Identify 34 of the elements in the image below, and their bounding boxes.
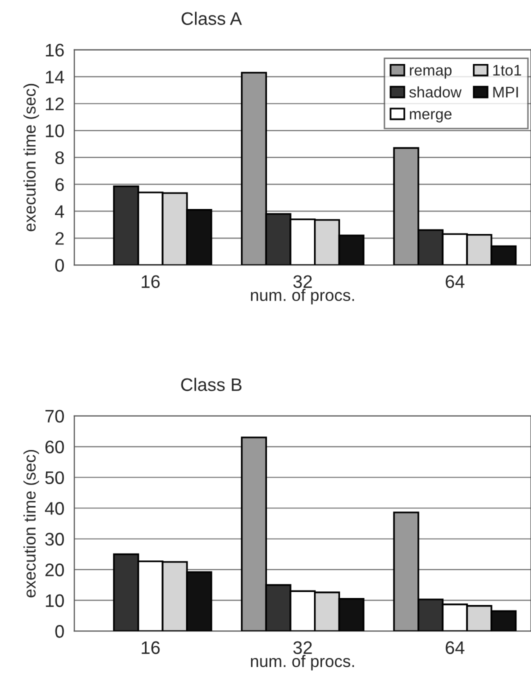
legend-label: remap	[410, 67, 452, 79]
legend-label: shadow	[409, 86, 462, 98]
y-tick-label: 50	[45, 471, 64, 484]
legend-label: MPI	[493, 86, 518, 98]
y-tick-label: 40	[44, 502, 64, 515]
legend-label: merge	[410, 111, 452, 122]
x-tick-label: 64	[446, 275, 464, 288]
y-tick-label: 8	[55, 151, 64, 164]
y-tick-label: 12	[46, 98, 64, 110]
y-tick-label: 0	[55, 258, 64, 272]
x-axis-title: num. of procs.	[250, 654, 354, 670]
y-tick-label: 60	[45, 440, 64, 454]
x-tick-label: 32	[293, 641, 312, 654]
y-tick-label: 30	[45, 532, 64, 546]
chart-title: Class B	[181, 378, 242, 392]
y-tick-label: 2	[55, 232, 64, 245]
y-tick-label: 10	[46, 124, 64, 138]
x-axis-title: num. of procs.	[250, 288, 354, 304]
x-tick-label: 16	[142, 641, 160, 654]
y-tick-label: 4	[54, 205, 64, 218]
y-tick-label: 20	[45, 564, 64, 576]
legend-label: 1to1	[493, 64, 522, 76]
y-tick-label: 14	[46, 70, 64, 84]
y-axis-title: execution time (sec)	[23, 84, 39, 232]
y-tick-label: 0	[55, 625, 64, 638]
y-tick-label: 70	[45, 410, 64, 423]
y-tick-label: 16	[46, 44, 64, 57]
x-tick-label: 64	[446, 641, 464, 654]
x-tick-label: 16	[142, 275, 160, 288]
chart-title: Class A	[182, 12, 242, 25]
y-tick-label: 6	[55, 178, 64, 192]
x-tick-label: 32	[293, 275, 312, 288]
y-axis-title: execution time (sec)	[23, 450, 39, 598]
y-tick-label: 10	[46, 594, 64, 608]
